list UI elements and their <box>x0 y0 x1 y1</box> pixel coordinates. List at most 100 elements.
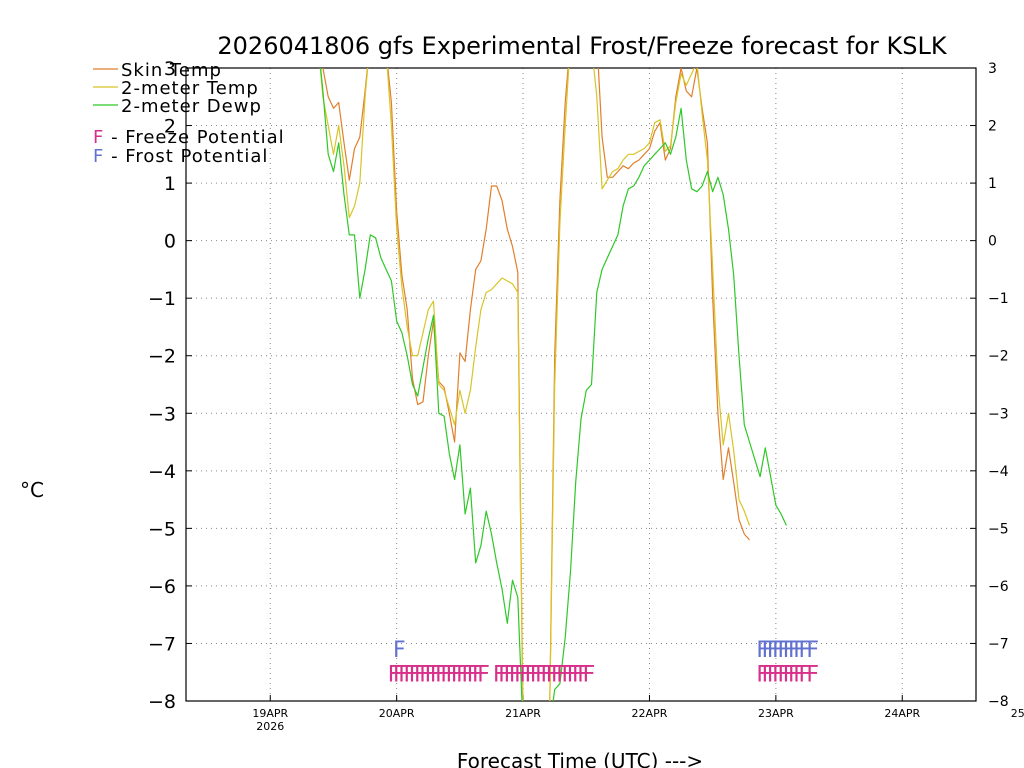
y-tick-label-right: −7 <box>988 636 1009 652</box>
freeze-marker: F <box>404 662 417 687</box>
freeze-marker: F <box>540 662 553 687</box>
frost-marker: F <box>806 638 819 663</box>
freeze-marker: F <box>519 662 532 687</box>
freeze-marker: F <box>419 662 432 687</box>
freeze-marker: F <box>435 662 448 687</box>
freeze-marker: F <box>477 662 490 687</box>
y-tick-label-left: −4 <box>148 461 176 483</box>
freeze-marker: F <box>772 662 785 687</box>
freeze-marker: F <box>425 662 438 687</box>
freeze-marker: F <box>799 662 812 687</box>
freeze-marker: F <box>546 662 559 687</box>
freeze-marker: F <box>583 662 596 687</box>
freeze-marker: F <box>551 662 564 687</box>
frost-marker: F <box>762 638 775 663</box>
y-tick-label-right: 3 <box>988 61 997 77</box>
y-tick-label-right: 1 <box>988 176 997 192</box>
x-tick-label: 19APR <box>252 707 288 720</box>
series-group <box>319 68 787 701</box>
freeze-marker: F <box>472 662 485 687</box>
legend-label: 2-meter Temp <box>121 78 259 99</box>
y-tick-label-right: −4 <box>988 464 1009 480</box>
y-tick-label-left: 3 <box>164 58 176 80</box>
frost-marker: F <box>783 638 796 663</box>
y-tick-label-left: −6 <box>148 576 176 598</box>
y-tick-label-left: −2 <box>148 346 176 368</box>
frost-marker: F <box>788 638 801 663</box>
freeze-marker: F <box>440 662 453 687</box>
legend-label: 2-meter Dewp <box>121 96 262 117</box>
freeze-marker: F <box>572 662 585 687</box>
freeze-marker: F <box>498 662 511 687</box>
y-tick-label-right: −3 <box>988 406 1009 422</box>
freeze-marker: F <box>509 662 522 687</box>
freeze-marker: F <box>430 662 443 687</box>
freeze-marker: F <box>467 662 480 687</box>
freeze-marker: F <box>756 662 769 687</box>
chart-title: 2026041806 gfs Experimental Frost/Freeze… <box>217 32 947 60</box>
frost-marker: F <box>756 638 769 663</box>
x-tick-label: 25APR <box>1011 707 1024 720</box>
freeze-marker: F <box>562 662 575 687</box>
freeze-marker: F <box>567 662 580 687</box>
y-tick-label-left: 0 <box>164 231 176 253</box>
x-tick-label: 20APR <box>379 707 415 720</box>
freeze-marker: F <box>493 662 506 687</box>
x-tick-label: 24APR <box>884 707 920 720</box>
freeze-marker: F <box>461 662 474 687</box>
legend-label: Skin Temp <box>121 60 222 81</box>
y-tick-label-left: −5 <box>148 518 176 540</box>
freeze-marker: F <box>525 662 538 687</box>
frost-marker: F <box>799 638 812 663</box>
freeze-marker: F <box>762 662 775 687</box>
y-tick-label-right: 2 <box>988 119 997 135</box>
y-axis: −8 −8 −7 −7 −6 −6 −5 −5 −4 −4 −3 −3 −2 −2 −1 −1 0 0 1 1 2 2 3 3 <box>148 58 1009 713</box>
x-tick-label: 23APR <box>758 707 794 720</box>
series-line-2 <box>319 68 751 701</box>
x-tick-sublabel: 2026 <box>256 720 284 733</box>
x-tick-label: 21APR <box>505 707 541 720</box>
freeze-marker: F <box>504 662 517 687</box>
freeze-marker: F <box>783 662 796 687</box>
y-tick-label-left: 1 <box>164 173 176 195</box>
freeze-marker: F <box>556 662 569 687</box>
x-tick-label: 22APR <box>632 707 668 720</box>
plot-frame <box>185 67 977 702</box>
y-tick-label-right: −6 <box>988 579 1009 595</box>
freeze-marker: F <box>414 662 427 687</box>
y-tick-label-right: −2 <box>988 349 1009 365</box>
freeze-marker: F <box>456 662 469 687</box>
y-tick-label-left: −8 <box>148 691 176 713</box>
series-line-1 <box>322 68 750 701</box>
grid-lines <box>186 68 976 701</box>
freeze-marker: F <box>409 662 422 687</box>
freeze-marker: F <box>777 662 790 687</box>
y-tick-label-left: −3 <box>148 403 176 425</box>
freeze-marker: F <box>398 662 411 687</box>
y-tick-label-right: −5 <box>988 521 1009 537</box>
y-tick-label-right: 0 <box>988 234 997 250</box>
freeze-marker: F <box>451 662 464 687</box>
y-tick-label-right: −8 <box>988 694 1009 710</box>
frost-marker: F <box>793 638 806 663</box>
freeze-marker: F <box>446 662 459 687</box>
y-tick-label-right: −1 <box>988 291 1009 307</box>
frost-marker: F <box>393 638 406 663</box>
freeze-marker: F <box>514 662 527 687</box>
freeze-marker: F <box>388 662 401 687</box>
freeze-marker: F <box>767 662 780 687</box>
y-axis-label: °C <box>20 478 44 502</box>
y-tick-label-left: −7 <box>148 633 176 655</box>
series-line-3 <box>319 68 787 701</box>
freeze-marker: F <box>793 662 806 687</box>
frost-marker: F <box>777 638 790 663</box>
freeze-marker: F <box>535 662 548 687</box>
freeze-marker: F <box>393 662 406 687</box>
x-axis-label: Forecast Time (UTC) ---> <box>457 749 703 768</box>
frost-marker: F <box>767 638 780 663</box>
freeze-marker: F <box>806 662 819 687</box>
legend-marker-label: F - Freeze Potential <box>93 127 285 148</box>
legend-marker-label: F - Frost Potential <box>93 146 268 167</box>
